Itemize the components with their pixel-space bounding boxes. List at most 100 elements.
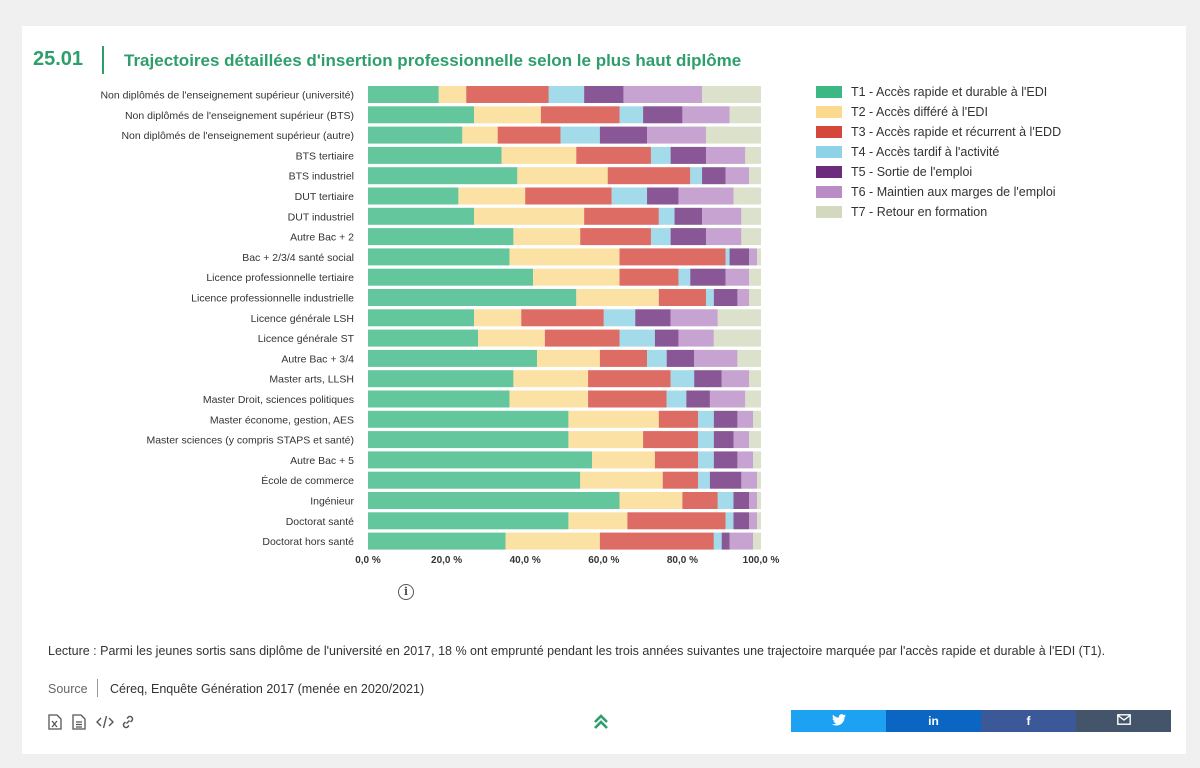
link-icon[interactable]: [120, 714, 136, 732]
bar-segment-t2: [505, 532, 600, 550]
figure-number: 25.01: [33, 48, 84, 70]
bar-segment-t7: [757, 248, 761, 266]
bar-segment-t5: [690, 268, 726, 286]
bar-segment-t3: [584, 207, 659, 225]
bar-segment-t1: [368, 228, 514, 246]
share-bar: in f: [791, 710, 1171, 732]
bar-segment-t4: [705, 289, 714, 306]
bar-segment-t3: [643, 431, 699, 449]
bar-segment-t5: [694, 370, 722, 388]
bar-segment-t3: [682, 492, 718, 509]
bar-segment-t6: [623, 86, 703, 103]
bar-segment-t4: [548, 86, 585, 103]
bar-segment-t1: [368, 512, 569, 530]
bar-segment-t5: [674, 207, 703, 225]
category-label: Master Droit, sciences politiques: [203, 394, 354, 406]
legend-swatch-t7: [816, 206, 842, 218]
bar-segment-t1: [368, 471, 581, 489]
category-label: Autre Bac + 5: [290, 455, 354, 467]
legend-swatch-t6: [816, 186, 842, 198]
bar-segment-t4: [619, 329, 655, 347]
bar-segment-t5: [733, 492, 750, 509]
x-tick-label: 80,0 %: [667, 555, 698, 566]
bar-segment-t3: [599, 532, 714, 550]
bar-segment-t4: [670, 370, 695, 388]
bar-segment-t6: [733, 431, 750, 449]
facebook-share-button[interactable]: f: [981, 710, 1076, 732]
double-chevron-up-icon[interactable]: [592, 712, 610, 732]
source-separator: [97, 679, 98, 697]
bar-segment-t1: [368, 329, 479, 347]
excel-icon[interactable]: [48, 714, 64, 732]
twitter-icon: [831, 713, 846, 729]
figure-title: Trajectoires détaillées d'insertion prof…: [124, 51, 742, 70]
bar-segment-t2: [474, 309, 522, 327]
legend-label-t1: T1 - Accès rapide et durable à l'EDI: [851, 85, 1048, 99]
bar-segment-t7: [745, 390, 761, 408]
bar-segment-t5: [643, 106, 683, 124]
email-icon: [1116, 714, 1131, 728]
bar-segment-t5: [666, 349, 695, 367]
legend-label-t4: T4 - Accès tardif à l'activité: [851, 145, 1000, 159]
bar-segment-t3: [544, 329, 620, 347]
legend-item-t7: T7 - Retour en formation: [816, 202, 1061, 222]
info-icon[interactable]: i: [398, 584, 414, 600]
source-text: Céreq, Enquête Génération 2017 (menée en…: [110, 682, 425, 696]
bar-segment-t4: [619, 106, 644, 124]
bar-segment-t3: [588, 370, 671, 388]
category-label: DUT industriel: [288, 211, 354, 223]
bar-segment-t2: [458, 187, 526, 205]
bar-segment-t5: [647, 187, 679, 205]
bar-segment-t1: [368, 532, 506, 550]
legend-swatch-t1: [816, 86, 842, 98]
bar-segment-t1: [368, 167, 518, 185]
bar-segment-t4: [698, 451, 714, 469]
bar-segment-t2: [568, 410, 659, 428]
bar-segment-t3: [658, 410, 699, 428]
bar-segment-t5: [654, 329, 679, 347]
category-label: Ingénieur: [310, 496, 354, 508]
bar-segment-t7: [741, 228, 761, 246]
bar-segment-t2: [501, 146, 577, 164]
bar-segment-t1: [368, 126, 463, 144]
bar-segment-t4: [698, 410, 714, 428]
linkedin-share-button[interactable]: in: [886, 710, 981, 732]
bar-segment-t2: [536, 349, 600, 367]
bar-segment-t6: [702, 207, 742, 225]
document-icon[interactable]: [72, 714, 88, 732]
legend-item-t3: T3 - Accès rapide et récurrent à l'EDD: [816, 122, 1061, 142]
email-share-button[interactable]: [1076, 710, 1171, 732]
bar-segment-t4: [690, 167, 703, 185]
bar-segment-t5: [709, 471, 742, 489]
legend-item-t1: T1 - Accès rapide et durable à l'EDI: [816, 82, 1061, 102]
export-toolbar: [48, 714, 144, 732]
bar-segment-t6: [749, 492, 758, 509]
x-tick-label: 60,0 %: [588, 555, 619, 566]
bar-segment-t6: [737, 410, 754, 428]
bar-segment-t5: [584, 86, 624, 103]
bar-segment-t4: [698, 471, 710, 489]
bar-segment-t5: [635, 309, 671, 327]
legend-label-t3: T3 - Accès rapide et récurrent à l'EDD: [851, 125, 1062, 139]
code-icon[interactable]: [96, 714, 114, 732]
legend-swatch-t5: [816, 166, 842, 178]
bar-segment-t5: [713, 289, 738, 306]
bar-segment-t2: [580, 471, 663, 489]
bar-segment-t3: [580, 228, 651, 246]
bar-segment-t2: [438, 86, 467, 103]
bar-segment-t5: [686, 390, 710, 408]
category-label: DUT tertiaire: [295, 191, 354, 203]
bar-segment-t6: [737, 451, 754, 469]
bar-segment-t5: [599, 126, 648, 144]
twitter-share-button[interactable]: [791, 710, 886, 732]
legend-item-t4: T4 - Accès tardif à l'activité: [816, 142, 1061, 162]
bar-segment-t7: [713, 329, 761, 347]
bar-segment-t4: [678, 268, 691, 286]
bar-segment-t1: [368, 268, 534, 286]
bar-segment-t2: [619, 492, 683, 509]
bar-segment-t3: [576, 146, 651, 164]
bar-segment-t4: [658, 207, 675, 225]
bar-segment-t6: [678, 329, 714, 347]
bar-segment-t7: [749, 370, 761, 388]
bar-segment-t2: [509, 390, 589, 408]
